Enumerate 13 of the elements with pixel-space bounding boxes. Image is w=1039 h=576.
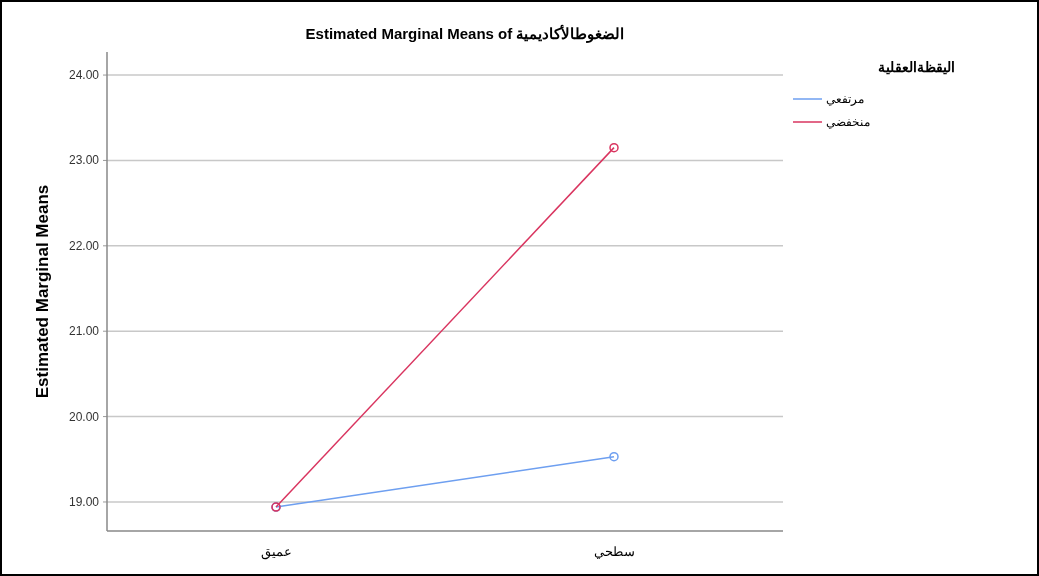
x-tick-label: عميق	[260, 544, 292, 560]
y-tick-label: 21.00	[68, 324, 100, 339]
chart-title: Estimated Marginal Means of الضغوطالأكاديمية	[305, 24, 625, 43]
y-axis-title: Estimated Marginal Means	[33, 184, 52, 399]
legend-label: منخفضي	[826, 115, 870, 129]
legend-label: مرتفعي	[826, 92, 864, 106]
y-tick-label: 19.00	[68, 494, 100, 509]
y-tick-label: 23.00	[68, 153, 100, 168]
x-tick-label: سطحي	[593, 544, 635, 559]
y-tick-label: 22.00	[68, 238, 100, 253]
y-tick-label: 20.00	[68, 409, 100, 424]
y-tick-label: 24.00	[68, 68, 100, 83]
legend-title: اليقظةالعقلية	[878, 59, 955, 75]
